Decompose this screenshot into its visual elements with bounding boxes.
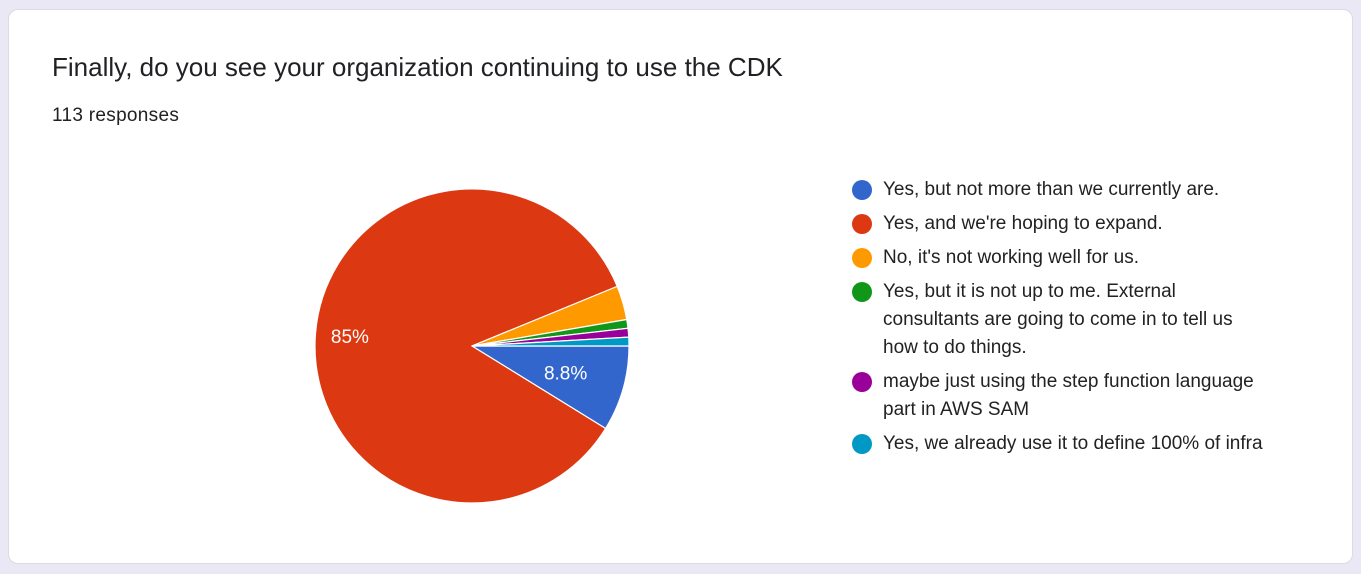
legend-item-1[interactable]: Yes, and we're hoping to expand.: [852, 210, 1272, 238]
slice-label-0: 8.8%: [544, 364, 587, 385]
response-count: 113 responses: [52, 105, 180, 126]
pie-slice-5[interactable]: [471, 336, 630, 347]
legend-swatch-1: [852, 214, 872, 234]
legend-label-5: Yes, we already use it to define 100% of…: [883, 433, 1263, 454]
legend-swatch-0: [852, 180, 872, 200]
legend-swatch-4: [852, 372, 872, 392]
legend-label-4: maybe just using the step function langu…: [883, 371, 1254, 420]
legend-label-1: Yes, and we're hoping to expand.: [883, 213, 1163, 234]
legend-label-3: Yes, but it is not up to me. External co…: [883, 281, 1233, 358]
pie-slice-1[interactable]: [314, 188, 619, 504]
legend-item-4[interactable]: maybe just using the step function langu…: [852, 368, 1272, 424]
legend-swatch-2: [852, 248, 872, 268]
slice-label-1: 85%: [331, 327, 369, 348]
chart-legend: Yes, but not more than we currently are.…: [852, 176, 1272, 464]
legend-swatch-3: [852, 282, 872, 302]
question-card: Finally, do you see your organization co…: [8, 9, 1353, 564]
legend-label-0: Yes, but not more than we currently are.: [883, 179, 1220, 200]
question-title: Finally, do you see your organization co…: [52, 52, 783, 82]
legend-item-5[interactable]: Yes, we already use it to define 100% of…: [852, 430, 1272, 458]
legend-item-2[interactable]: No, it's not working well for us.: [852, 244, 1272, 272]
legend-item-3[interactable]: Yes, but it is not up to me. External co…: [852, 278, 1272, 362]
legend-swatch-5: [852, 434, 872, 454]
legend-item-0[interactable]: Yes, but not more than we currently are.: [852, 176, 1272, 204]
legend-label-2: No, it's not working well for us.: [883, 247, 1139, 268]
pie-slice-0[interactable]: [469, 345, 630, 430]
